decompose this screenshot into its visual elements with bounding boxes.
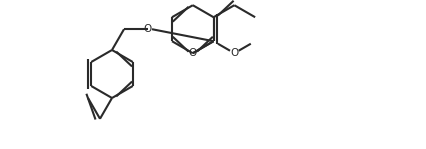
Text: O: O	[144, 24, 152, 34]
Text: O: O	[188, 48, 196, 58]
Text: O: O	[230, 48, 238, 58]
